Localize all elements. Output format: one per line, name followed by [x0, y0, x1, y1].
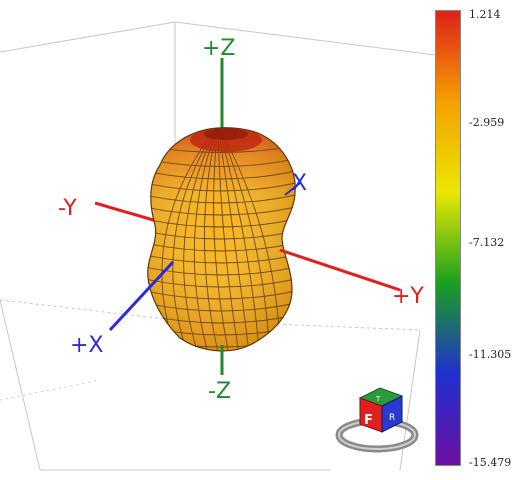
color-scale-bar: [435, 10, 461, 466]
y-axis-left: [94, 201, 161, 224]
colorbar-tick-5: -15.479: [469, 456, 512, 469]
radiation-pattern-surface[interactable]: [140, 125, 300, 360]
x-axis-back: [284, 182, 301, 196]
y-axis-right: [279, 248, 401, 292]
axes-front: [108, 182, 401, 375]
colorbar-tick-1: 1.214: [469, 8, 501, 21]
svg-text:R: R: [389, 413, 395, 423]
axis-label-minus-y: -Y: [58, 196, 77, 221]
axis-label-plus-x: +X: [70, 333, 104, 358]
axis-label-plus-y: +Y: [392, 284, 424, 309]
axes-back: [94, 58, 224, 224]
axis-label-plus-z: +Z: [202, 36, 236, 61]
view-cube-front-label: F: [364, 413, 373, 428]
svg-text:T: T: [375, 395, 381, 403]
x-axis: [108, 260, 175, 332]
axis-label-minus-z: -Z: [208, 379, 231, 404]
colorbar-tick-4: -11.305: [469, 348, 512, 361]
colorbar-tick-3: -7.132: [469, 236, 505, 249]
colorbar-tick-2: -2.959: [469, 116, 505, 129]
view-cube[interactable]: T F R: [335, 387, 419, 453]
view-cube-side-face: [381, 395, 403, 433]
axis-label-x: X: [292, 171, 307, 196]
